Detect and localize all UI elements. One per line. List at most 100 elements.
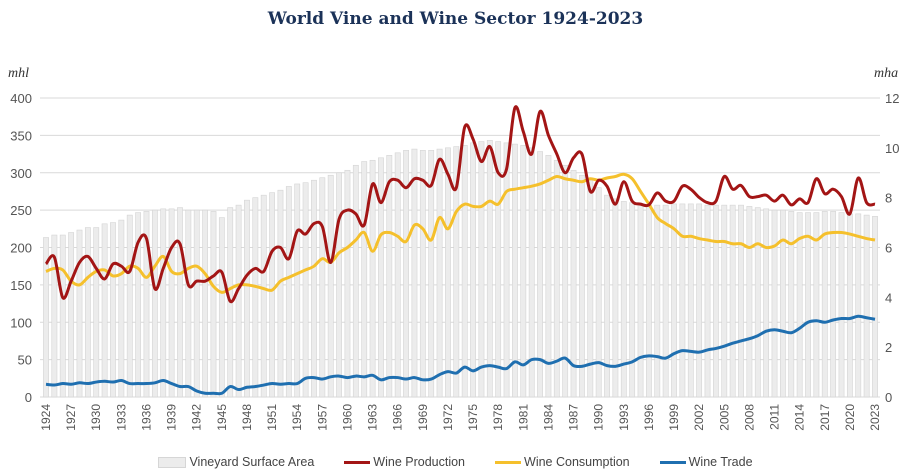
vineyard-bar [738, 204, 744, 398]
vineyard-bar [185, 209, 192, 398]
vineyard-bar [712, 204, 719, 398]
vineyard-bar [428, 150, 435, 398]
vineyard-bar [855, 213, 862, 398]
x-tick-label: 1984 [541, 404, 555, 431]
x-tick-label: 2008 [742, 404, 756, 431]
x-tick-label: 1978 [491, 404, 505, 431]
y2-tick-label: 6 [885, 241, 892, 256]
y-tick-label: 350 [10, 128, 32, 143]
vineyard-bar [202, 209, 209, 398]
x-tick-label: 2014 [793, 404, 807, 431]
x-tick-label: 1999 [667, 404, 681, 431]
vineyard-bar [59, 234, 66, 398]
y2-tick-label: 8 [885, 191, 892, 206]
y2-tick-label: 2 [885, 340, 892, 355]
vineyard-bar [76, 229, 83, 398]
vineyard-bar [779, 209, 786, 398]
vineyard-bar [101, 223, 108, 398]
vineyard-bar [704, 204, 711, 398]
y-tick-label: 300 [10, 166, 32, 181]
x-tick-label: 1975 [466, 404, 480, 431]
vineyard-bar [419, 150, 426, 398]
vineyard-bar [562, 164, 569, 398]
legend-item-production: Wine Production [344, 455, 465, 469]
vineyard-bar [193, 209, 200, 398]
vineyard-bar [294, 183, 301, 398]
vineyard-bar [93, 227, 100, 398]
legend-swatch-consumption [495, 460, 522, 464]
vineyard-bar [570, 169, 577, 398]
vineyard-bar [285, 186, 292, 398]
vineyard-bar [830, 211, 837, 398]
vineyard-bar [168, 208, 175, 398]
x-tick-label: 1957 [315, 404, 329, 431]
vineyard-bar [696, 203, 703, 398]
x-tick-label: 1954 [290, 404, 304, 431]
x-tick-label: 1987 [567, 404, 581, 431]
vineyard-bar [319, 177, 326, 398]
vineyard-bar [863, 214, 870, 398]
vineyard-bar [110, 222, 116, 398]
vineyard-bar [210, 211, 217, 398]
legend-swatch-vineyard [158, 456, 187, 468]
vineyard-bar [553, 159, 560, 398]
x-tick-label: 1933 [114, 404, 128, 431]
vineyard-bar [754, 207, 761, 398]
vineyard-bar [386, 155, 393, 398]
vineyard-bar [143, 211, 150, 398]
x-tick-label: 1948 [240, 404, 254, 431]
vineyard-bar [721, 204, 728, 398]
x-tick-label: 1930 [89, 404, 103, 431]
vineyard-bar [126, 214, 133, 398]
vineyard-bar [252, 197, 259, 398]
vineyard-bar [43, 237, 49, 398]
vineyard-bar [151, 209, 158, 398]
chart-plot: 0 50 100 150 200 250 300 350 400 0 2 4 6 8 10 12 1924 192… [10, 91, 899, 431]
vineyard-bar [177, 207, 183, 398]
vineyard-bar [327, 174, 334, 398]
vineyard-bar [503, 142, 510, 398]
vineyard-bar [260, 194, 267, 398]
x-tick-label: 1942 [190, 404, 204, 431]
y-tick-label: 400 [10, 91, 32, 106]
vineyard-bar [160, 208, 167, 398]
x-tick-label: 1924 [39, 404, 53, 431]
vineyard-bar [512, 143, 518, 398]
vineyard-bar [445, 147, 451, 398]
y-tick-label: 250 [10, 203, 32, 218]
vineyard-bar [813, 212, 820, 398]
vineyard-bar [537, 151, 543, 398]
vineyard-bar [118, 219, 125, 398]
vineyard-bar [805, 212, 811, 398]
y-tick-label: 0 [25, 390, 32, 405]
vineyard-bar [646, 204, 652, 398]
x-tick-label: 1993 [617, 404, 631, 431]
x-tick-label: 2023 [868, 404, 882, 431]
vineyard-bar [302, 182, 309, 398]
vineyard-bar [629, 202, 636, 398]
x-tick-label: 2002 [692, 404, 706, 431]
x-tick-label: 1981 [516, 404, 530, 431]
x-tick-label: 1939 [165, 404, 179, 431]
vineyard-bar [729, 204, 736, 398]
vineyard-bar [352, 164, 359, 398]
x-tick-label: 1972 [441, 404, 455, 431]
vineyard-bar [135, 212, 142, 398]
legend-item-vineyard: Vineyard Surface Area [158, 455, 314, 469]
chart-title: World Vine and Wine Sector 1924-2023 [267, 9, 644, 29]
vineyard-bar [235, 204, 242, 398]
x-tick-label: 1963 [366, 404, 380, 431]
vineyard-bar [269, 192, 275, 398]
vineyard-bar [470, 142, 476, 398]
y-tick-label: 150 [10, 278, 32, 293]
y-tick-label: 200 [10, 241, 32, 256]
left-axis-unit: mhl [8, 66, 29, 81]
vineyard-bar [369, 159, 376, 398]
x-tick-label: 2017 [818, 404, 832, 431]
vineyard-bar [662, 204, 669, 398]
vineyard-bar [679, 203, 686, 398]
x-tick-label: 1951 [265, 404, 279, 431]
vineyard-bar [311, 179, 317, 398]
vineyard-bar [403, 150, 409, 398]
wine-trade-line [45, 314, 876, 396]
